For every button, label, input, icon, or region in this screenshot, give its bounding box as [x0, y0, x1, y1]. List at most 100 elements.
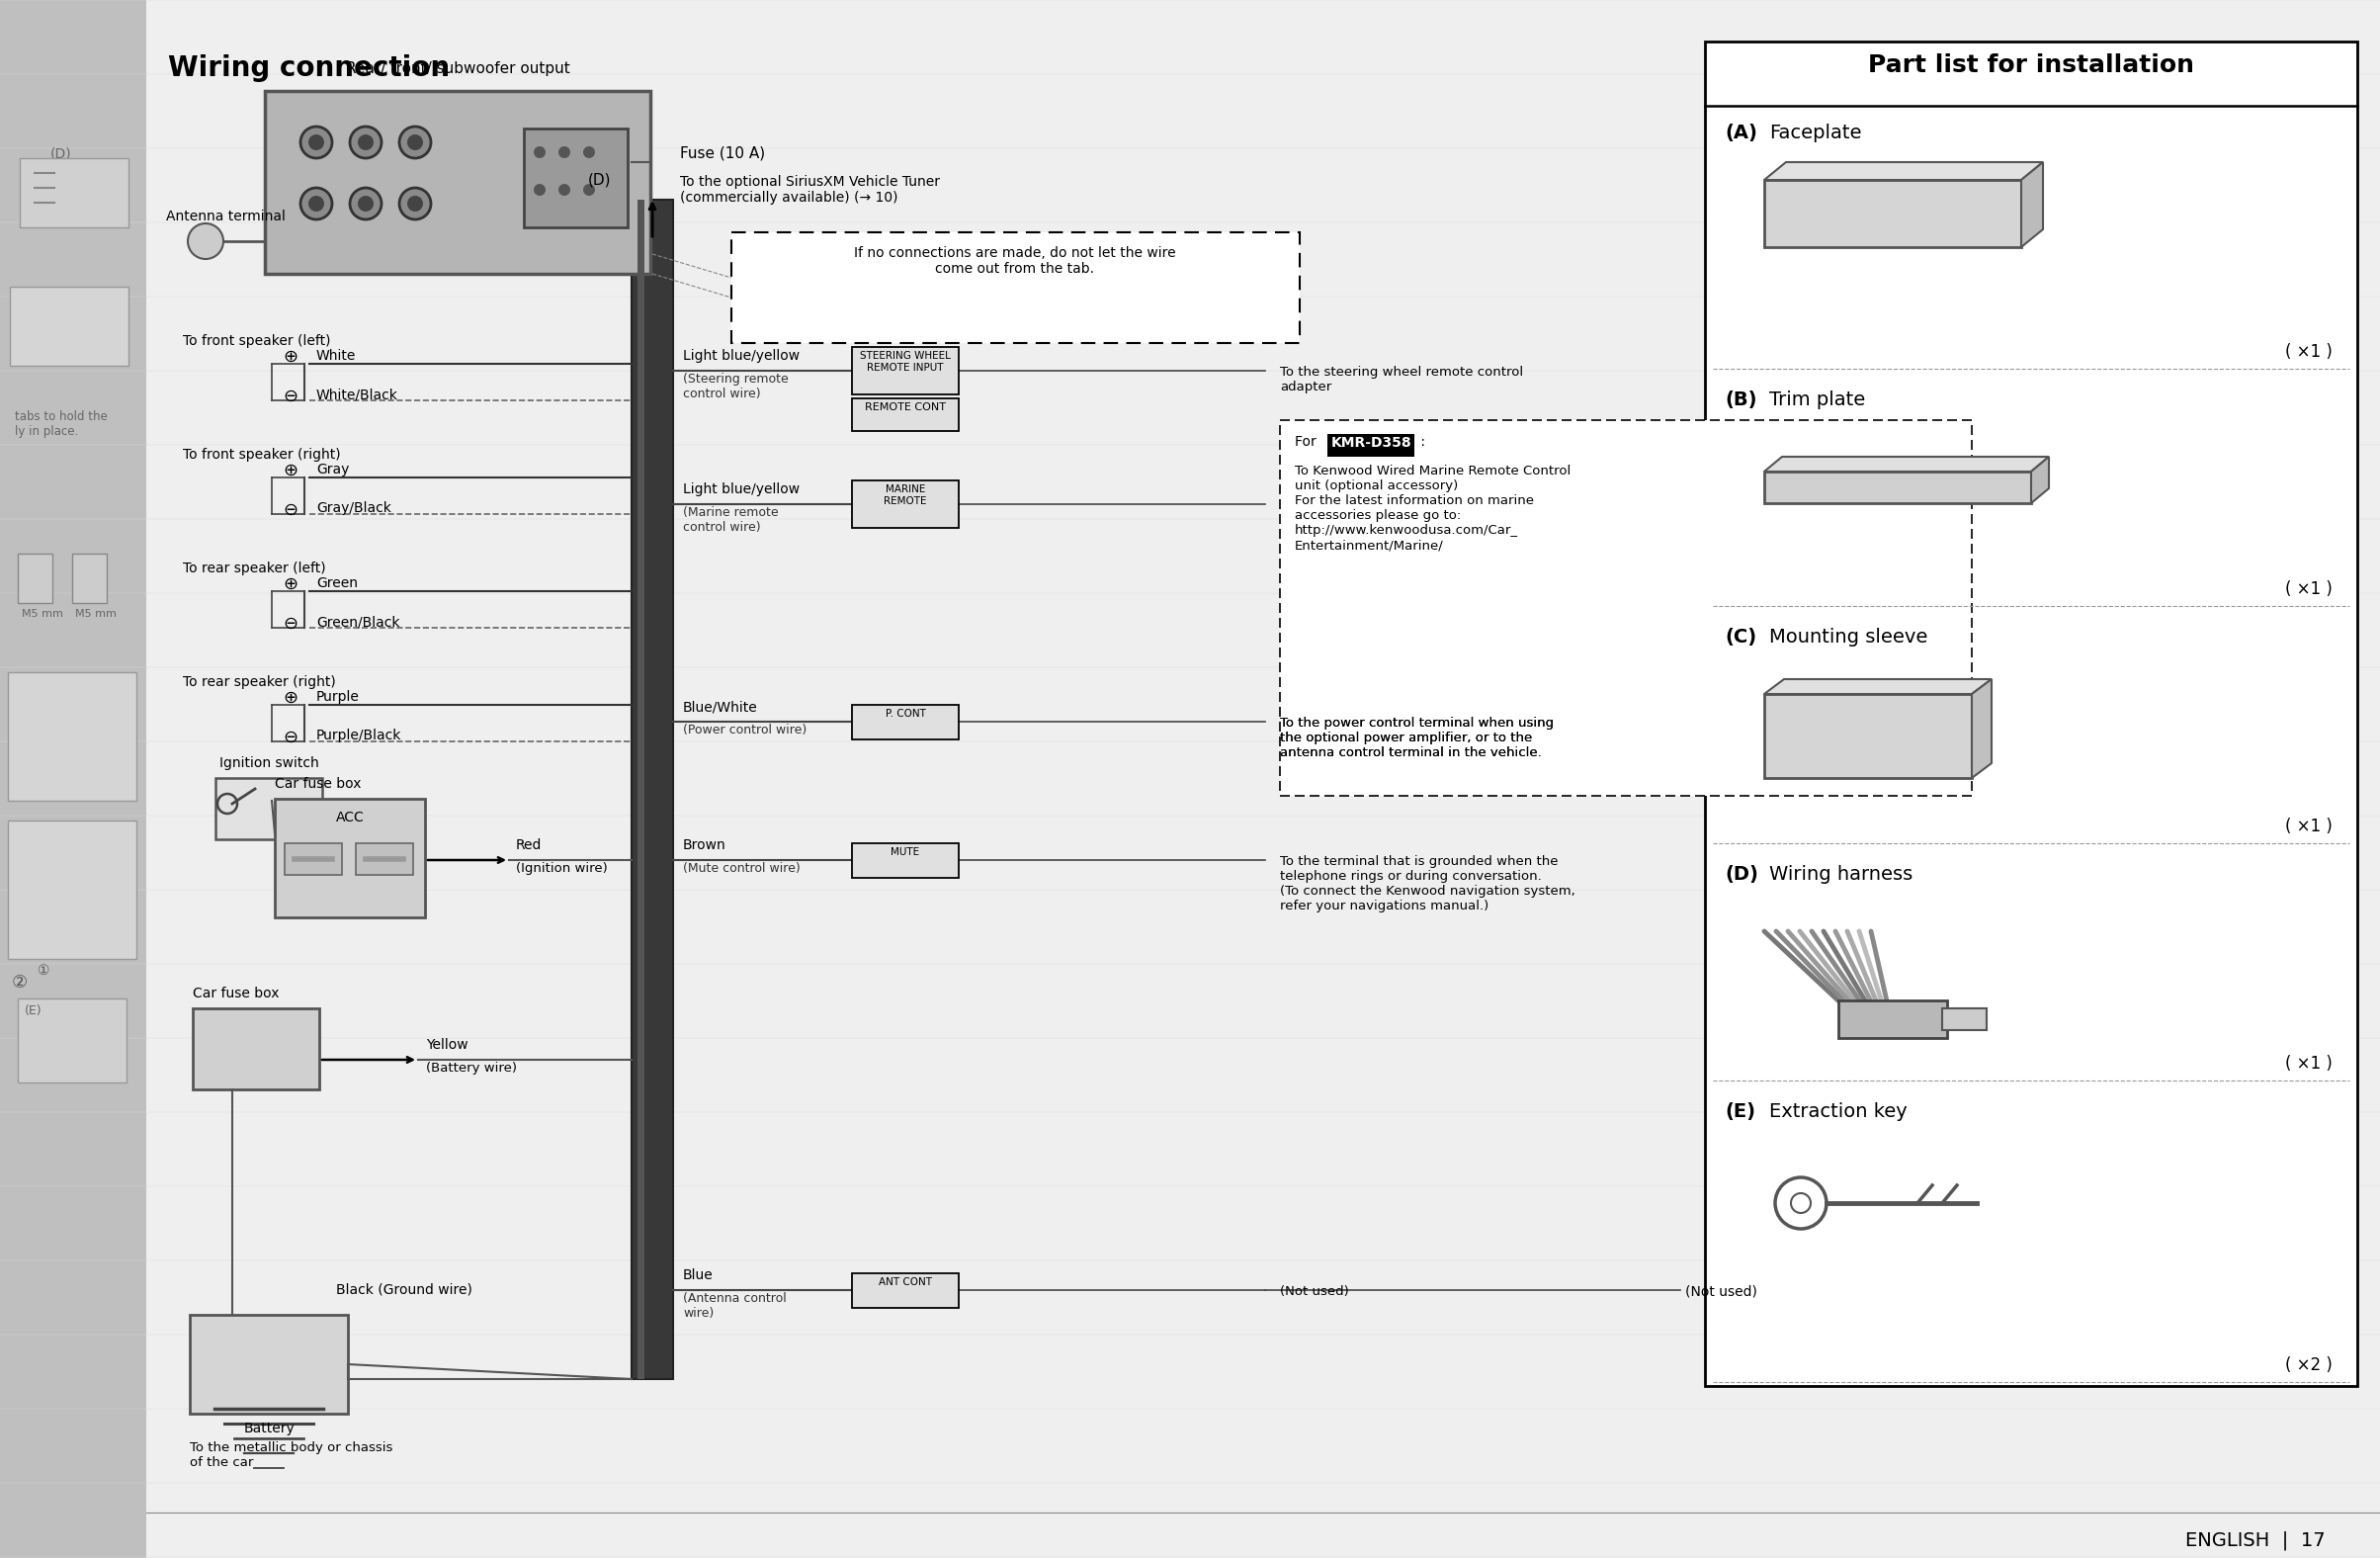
Text: (Steering remote
control wire): (Steering remote control wire): [683, 372, 788, 400]
Text: (Marine remote
control wire): (Marine remote control wire): [683, 506, 778, 534]
Polygon shape: [2030, 456, 2049, 503]
Text: (E): (E): [1726, 1102, 1756, 1122]
Text: Brown: Brown: [683, 838, 726, 852]
Circle shape: [407, 134, 424, 150]
Text: (C): (C): [1726, 628, 1756, 647]
Bar: [1764, 693, 1971, 777]
Circle shape: [357, 196, 374, 212]
Bar: [1837, 1000, 1947, 1038]
Text: ⊕: ⊕: [283, 689, 298, 707]
Text: (D): (D): [50, 146, 71, 160]
Circle shape: [559, 146, 571, 159]
Bar: [852, 480, 959, 528]
Bar: [274, 799, 426, 918]
Circle shape: [357, 134, 374, 150]
Text: ( ×2 ): ( ×2 ): [2285, 1357, 2332, 1374]
Polygon shape: [1764, 456, 2049, 472]
Text: Green: Green: [317, 576, 357, 590]
Text: ⊕: ⊕: [283, 575, 298, 594]
Text: ⊖: ⊖: [283, 729, 298, 746]
Bar: [264, 90, 650, 274]
Circle shape: [188, 223, 224, 259]
Bar: [631, 199, 674, 1379]
Bar: [190, 1315, 347, 1413]
Circle shape: [533, 146, 545, 159]
Polygon shape: [1764, 679, 1992, 693]
Text: ⊕: ⊕: [283, 461, 298, 480]
Bar: [357, 843, 414, 876]
Text: ( ×1 ): ( ×1 ): [2285, 343, 2332, 361]
FancyBboxPatch shape: [1280, 421, 1971, 796]
Text: For: For: [1295, 435, 1321, 449]
Text: Purple/Black: Purple/Black: [317, 729, 402, 743]
Bar: [217, 777, 321, 840]
Bar: [193, 1008, 319, 1089]
Text: To the optional SiriusXM Vehicle Tuner
(commercially available) (→ 10): To the optional SiriusXM Vehicle Tuner (…: [681, 174, 940, 204]
Bar: [19, 159, 129, 227]
Bar: [10, 287, 129, 366]
Text: Mounting sleeve: Mounting sleeve: [1768, 628, 1928, 647]
Bar: [17, 999, 126, 1083]
Circle shape: [559, 184, 571, 196]
Text: To front speaker (left): To front speaker (left): [183, 333, 331, 347]
Text: Light blue/yellow: Light blue/yellow: [683, 483, 800, 497]
Text: M5 mm: M5 mm: [76, 609, 117, 619]
Text: ( ×1 ): ( ×1 ): [2285, 818, 2332, 835]
Bar: [7, 671, 136, 801]
Text: Wiring harness: Wiring harness: [1768, 865, 1914, 883]
Text: ( ×1 ): ( ×1 ): [2285, 580, 2332, 598]
Text: MUTE: MUTE: [890, 848, 919, 857]
Circle shape: [350, 189, 381, 220]
Text: White/Black: White/Black: [317, 388, 397, 402]
Circle shape: [533, 184, 545, 196]
Bar: [638, 199, 645, 1379]
Bar: [852, 399, 959, 432]
Text: STEERING WHEEL
REMOTE INPUT: STEERING WHEEL REMOTE INPUT: [859, 351, 950, 372]
Polygon shape: [1764, 162, 2042, 179]
Text: (B): (B): [1726, 391, 1756, 410]
Bar: [852, 843, 959, 877]
Circle shape: [400, 189, 431, 220]
Text: Red: Red: [516, 838, 543, 852]
Text: ENGLISH  |  17: ENGLISH | 17: [2185, 1530, 2325, 1550]
Bar: [71, 553, 107, 603]
Bar: [286, 843, 343, 876]
Polygon shape: [1971, 679, 1992, 777]
Text: Extraction key: Extraction key: [1768, 1102, 1906, 1122]
Text: Purple: Purple: [317, 690, 359, 704]
Text: (A): (A): [1726, 123, 1756, 142]
Text: Blue: Blue: [683, 1268, 714, 1282]
Text: Antenna terminal: Antenna terminal: [167, 210, 286, 223]
Bar: [1942, 1008, 1987, 1030]
Bar: [852, 704, 959, 740]
Text: (Power control wire): (Power control wire): [683, 723, 807, 737]
Text: (Mute control wire): (Mute control wire): [683, 862, 800, 876]
Bar: [852, 1273, 959, 1307]
FancyBboxPatch shape: [731, 232, 1299, 343]
Bar: [17, 553, 52, 603]
Text: Part list for installation: Part list for installation: [1868, 53, 2194, 76]
Text: Wiring connection: Wiring connection: [169, 55, 450, 83]
Text: (Battery wire): (Battery wire): [426, 1061, 516, 1075]
Text: KMR-D358: KMR-D358: [1330, 436, 1411, 450]
Text: To the metallic body or chassis
of the car: To the metallic body or chassis of the c…: [190, 1441, 393, 1469]
Text: To the power control terminal when using
the optional power amplifier, or to the: To the power control terminal when using…: [1280, 717, 1554, 759]
Text: Dashboard of
your car: Dashboard of your car: [24, 287, 107, 315]
Text: Trim plate: Trim plate: [1768, 391, 1866, 410]
Circle shape: [350, 126, 381, 159]
Text: ( ×1 ): ( ×1 ): [2285, 1055, 2332, 1072]
Polygon shape: [2021, 162, 2042, 248]
Text: (Not used): (Not used): [1685, 1285, 1756, 1299]
Circle shape: [583, 184, 595, 196]
Text: (Antenna control
wire): (Antenna control wire): [683, 1292, 785, 1320]
Circle shape: [300, 189, 333, 220]
Text: Ignition switch: Ignition switch: [219, 756, 319, 770]
Text: White: White: [317, 349, 357, 363]
Text: :: :: [1416, 435, 1426, 449]
Text: ⊖: ⊖: [283, 388, 298, 405]
Text: REMOTE CONT: REMOTE CONT: [864, 402, 945, 413]
Bar: [1704, 42, 2356, 1387]
Bar: [524, 128, 628, 227]
Text: To rear speaker (left): To rear speaker (left): [183, 561, 326, 575]
Text: To rear speaker (right): To rear speaker (right): [183, 675, 336, 689]
